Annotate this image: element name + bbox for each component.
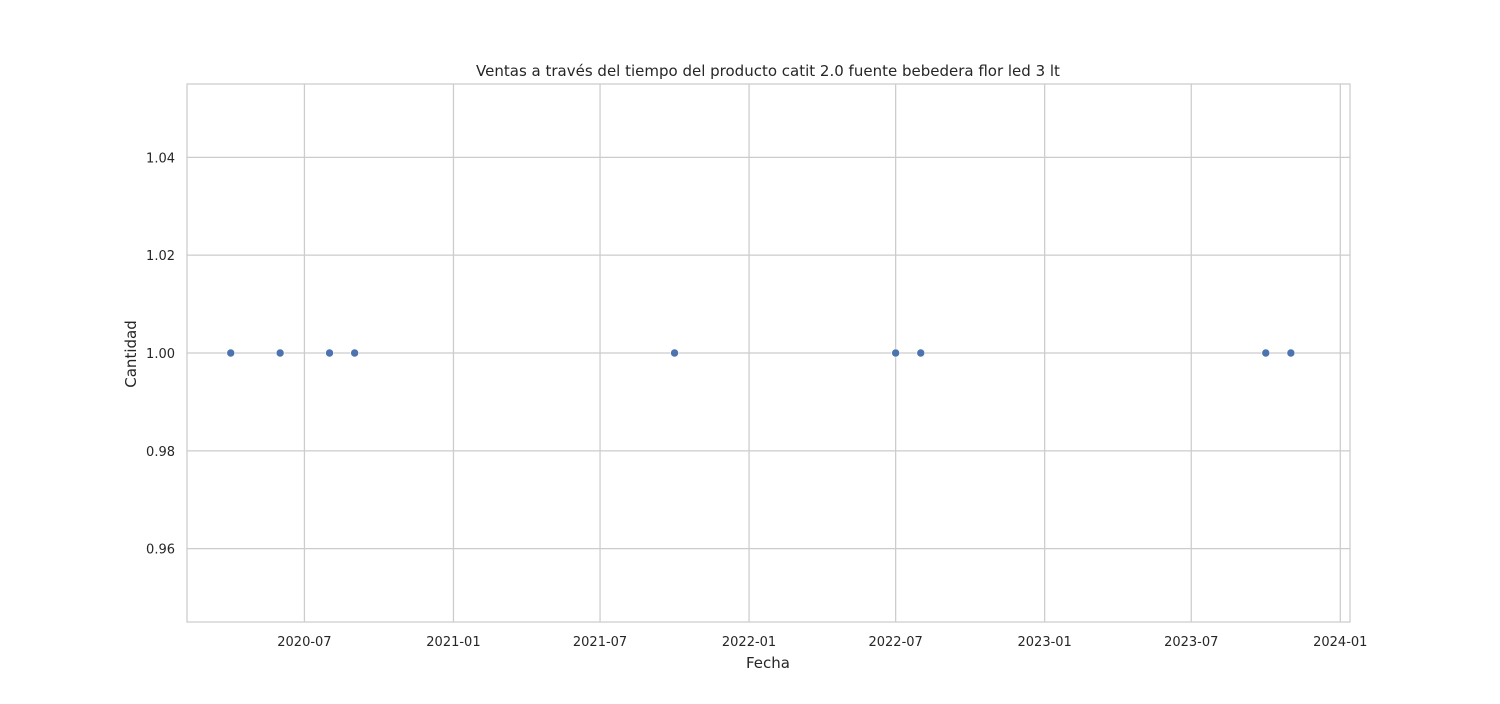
x-tick-label: 2024-01 (1313, 635, 1367, 650)
data-point (670, 348, 679, 358)
y-tick-labels: 0.96 0.98 1.00 1.02 1.04 (146, 151, 175, 557)
data-point (226, 348, 236, 358)
plot-frame (186, 83, 1351, 623)
x-tick-label: 2022-07 (868, 635, 922, 650)
x-tick-labels: 2020-07 2021-01 2021-07 2022-01 2022-07 2023-… (277, 635, 1367, 650)
data-point (350, 348, 359, 358)
x-tick-label: 2023-07 (1164, 635, 1218, 650)
data-point (325, 348, 334, 358)
y-tick-label: 0.96 (146, 543, 175, 558)
data-points (226, 348, 1296, 358)
x-tick-label: 2021-01 (426, 635, 480, 650)
chart-title: Ventas a través del tiempo del producto … (476, 62, 1060, 80)
data-point (916, 348, 926, 358)
data-point (1286, 348, 1296, 358)
data-point (275, 348, 285, 358)
y-tick-label: 1.04 (146, 151, 175, 166)
y-tick-label: 1.02 (146, 249, 175, 264)
y-tick-label: 1.00 (146, 347, 175, 362)
y-axis-label: Cantidad (122, 320, 140, 387)
x-axis-label: Fecha (746, 654, 790, 672)
y-tick-label: 0.98 (146, 445, 175, 460)
data-point (891, 348, 900, 358)
x-tick-label: 2020-07 (277, 635, 331, 650)
grid-lines (187, 84, 1350, 622)
data-point (1261, 348, 1271, 358)
x-tick-label: 2021-07 (573, 635, 627, 650)
x-tick-label: 2022-01 (722, 635, 776, 650)
x-tick-label: 2023-01 (1018, 635, 1072, 650)
